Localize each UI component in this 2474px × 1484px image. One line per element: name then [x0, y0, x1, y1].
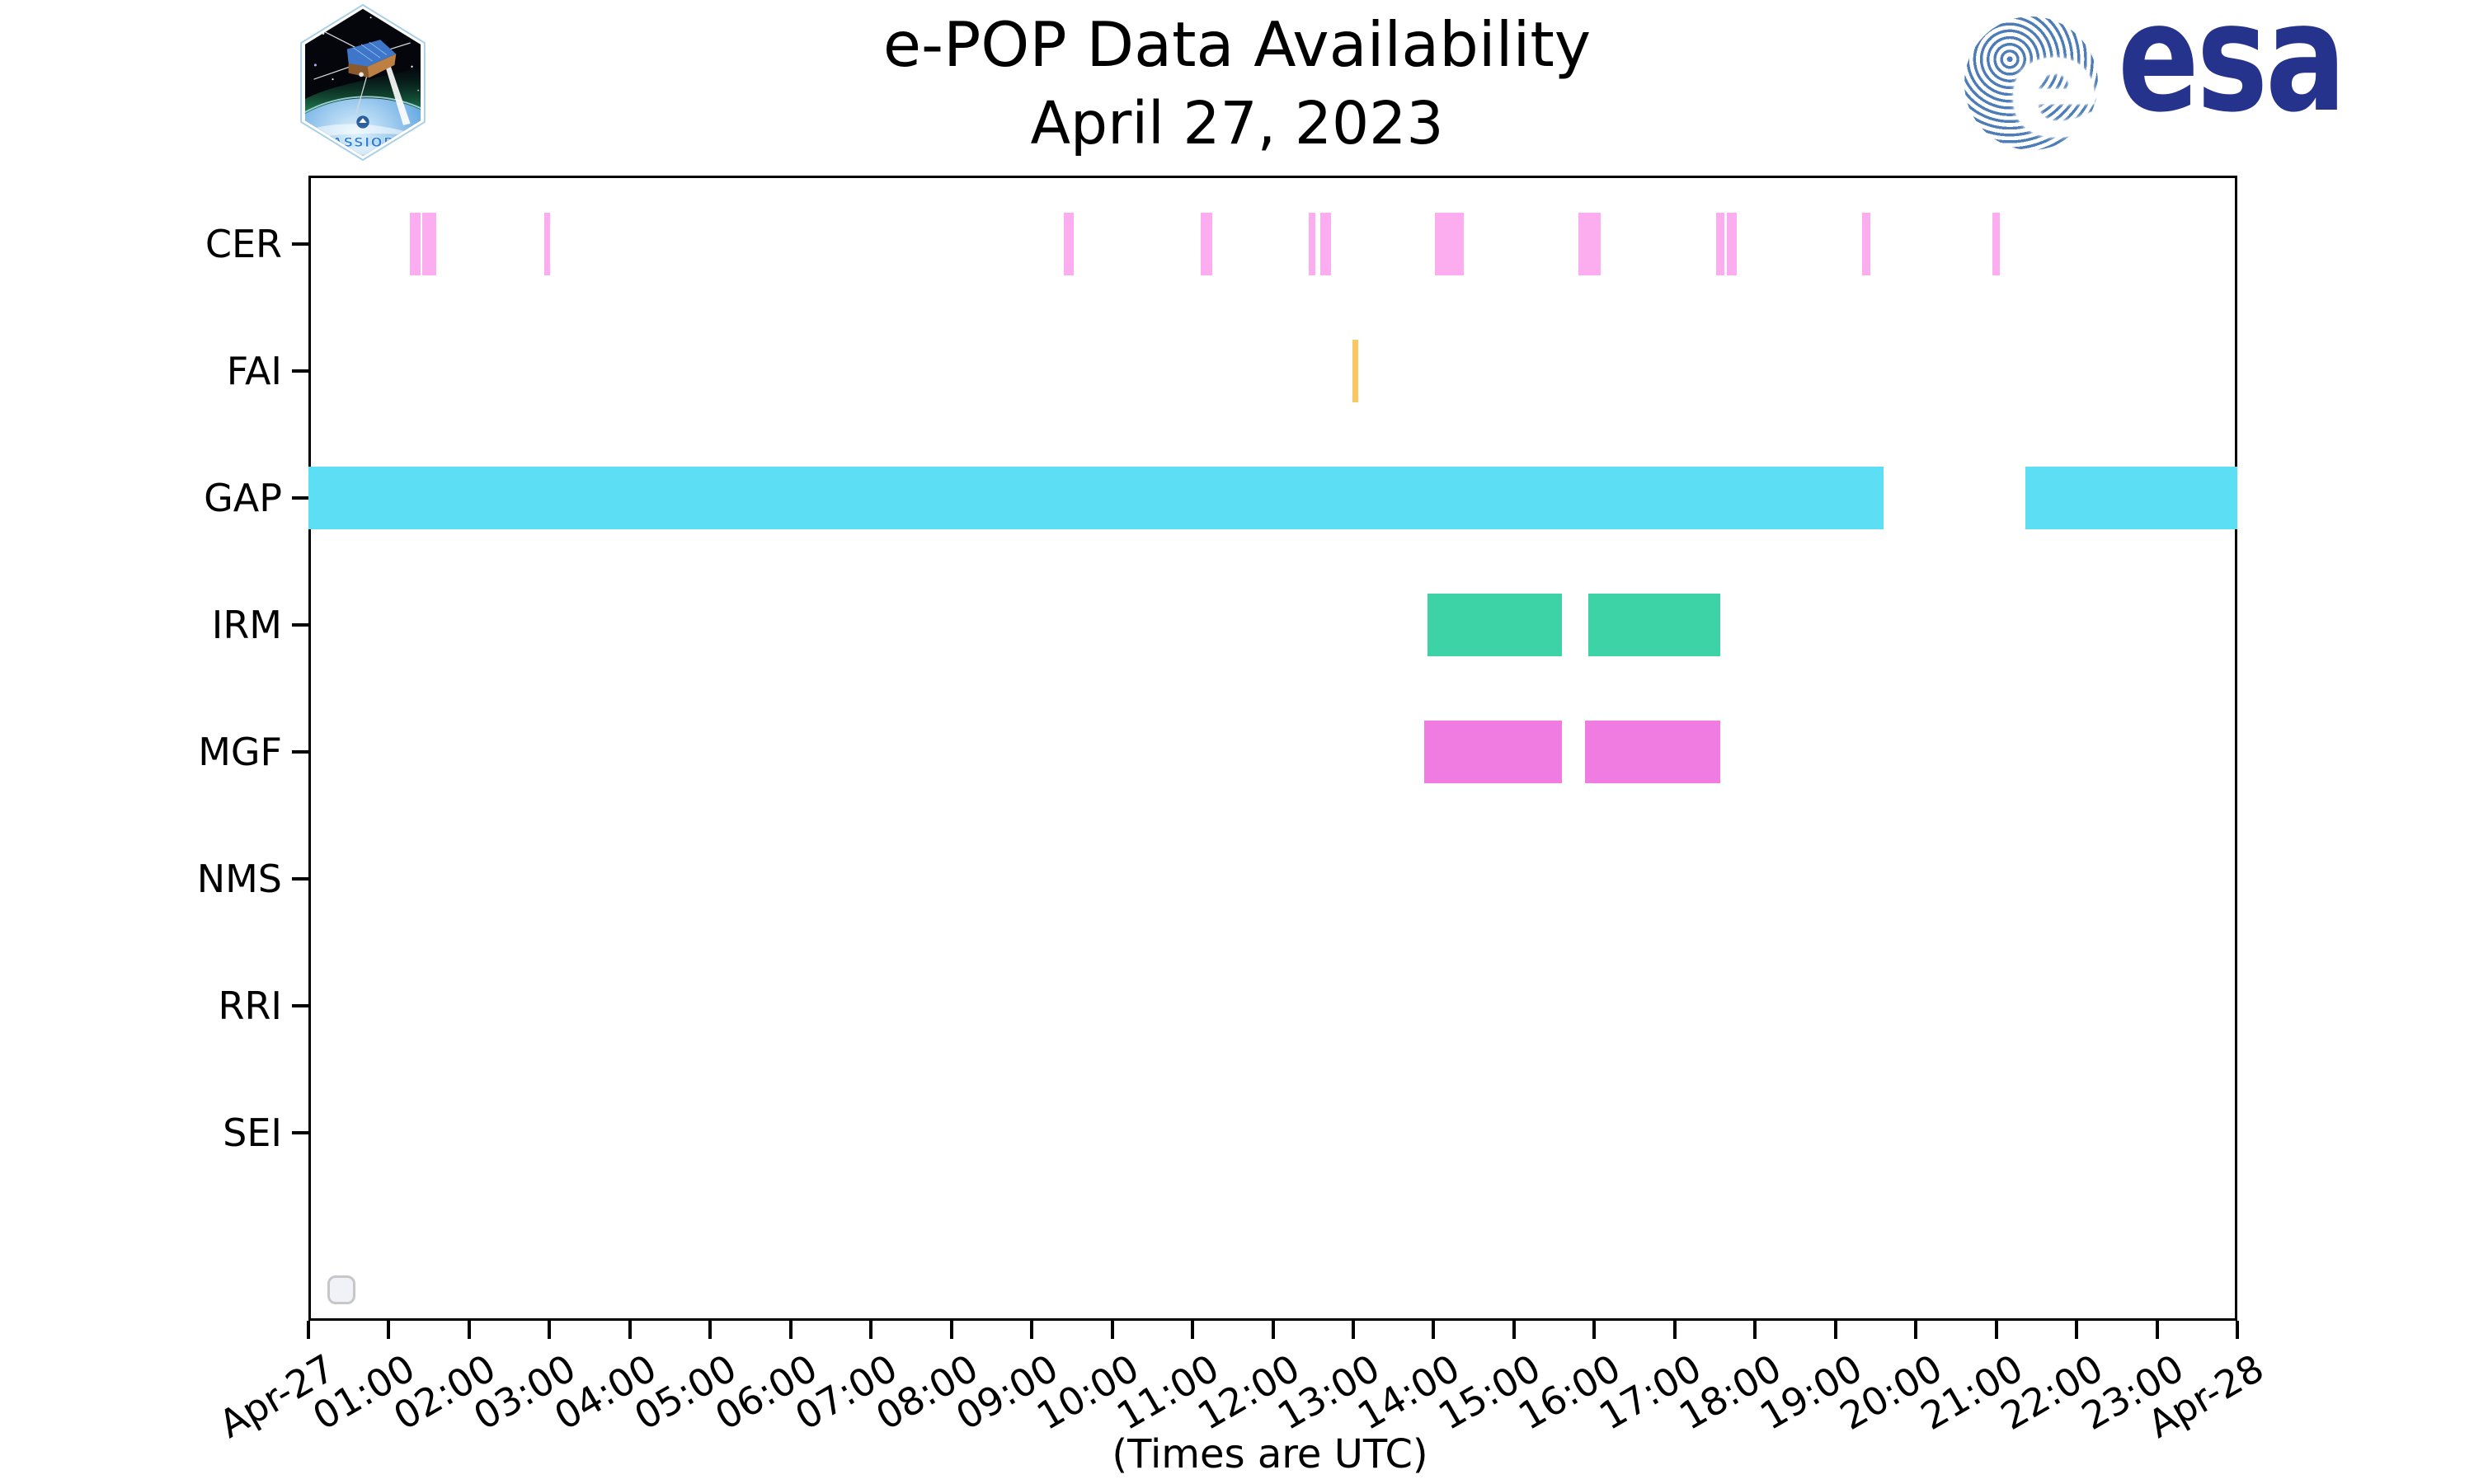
availability-bar-cer — [1578, 213, 1602, 275]
y-label-mgf: MGF — [198, 730, 282, 774]
y-tick-sei — [292, 1131, 308, 1134]
availability-bar-fai — [1352, 340, 1358, 402]
x-tick — [307, 1321, 310, 1339]
availability-bar-cer — [1200, 213, 1213, 275]
x-tick — [1030, 1321, 1034, 1339]
patch-beam — [383, 60, 411, 125]
x-tick — [1191, 1321, 1195, 1339]
esa-wordmark: esa — [2118, 0, 2346, 145]
availability-bar-cer — [1320, 213, 1331, 275]
x-axis-caption: (Times are UTC) — [1112, 1431, 1428, 1477]
plot-frame — [308, 176, 2237, 1321]
x-tick — [628, 1321, 632, 1339]
availability-bar-gap — [2025, 467, 2237, 529]
y-label-irm: IRM — [211, 603, 282, 647]
availability-bar-cer — [543, 213, 551, 275]
x-tick — [1592, 1321, 1597, 1339]
availability-bar-cer — [422, 213, 436, 275]
y-tick-irm — [292, 623, 308, 627]
x-tick — [949, 1321, 953, 1339]
availability-bar-mgf — [1423, 721, 1563, 783]
availability-bar-irm — [1587, 594, 1721, 656]
x-tick — [1512, 1321, 1516, 1339]
x-tick — [1914, 1321, 1918, 1339]
x-tick — [708, 1321, 713, 1339]
patch-satellite-booms — [313, 30, 411, 113]
x-tick — [1271, 1321, 1275, 1339]
cassiope-mission-patch: CASSIOPE — [300, 3, 426, 162]
x-tick — [2155, 1321, 2159, 1339]
availability-bar-cer — [1309, 213, 1316, 275]
y-label-sei: SEI — [223, 1111, 282, 1155]
y-tick-cer — [292, 242, 308, 246]
availability-bar-cer — [1727, 213, 1737, 275]
empty-legend-box — [327, 1275, 355, 1304]
y-tick-fai — [292, 369, 308, 373]
x-tick — [467, 1321, 471, 1339]
esa-emblem-e-letter: e — [2007, 7, 2101, 168]
availability-bar-gap — [308, 467, 1884, 529]
x-tick — [1833, 1321, 1837, 1339]
y-label-rri: RRI — [218, 984, 283, 1028]
chart-title-line1: e-POP Data Availability — [882, 8, 1592, 81]
x-tick — [869, 1321, 873, 1339]
y-label-cer: CER — [205, 222, 282, 266]
y-tick-gap — [292, 496, 308, 500]
x-tick — [788, 1321, 793, 1339]
x-tick — [2236, 1321, 2239, 1339]
availability-bar-irm — [1427, 594, 1563, 656]
y-tick-mgf — [292, 750, 308, 754]
availability-bar-cer — [1064, 213, 1074, 275]
x-tick — [1753, 1321, 1757, 1339]
x-tick — [387, 1321, 391, 1339]
availability-bar-cer — [1435, 213, 1465, 275]
y-label-fai: FAI — [226, 349, 282, 393]
x-tick — [1432, 1321, 1436, 1339]
patch-clouds — [307, 124, 421, 140]
x-tick — [1994, 1321, 1998, 1339]
esa-logo: e esa — [1964, 0, 2426, 158]
availability-bar-cer — [1716, 213, 1725, 275]
availability-bar-cer — [1992, 213, 2000, 275]
y-label-gap: GAP — [204, 476, 282, 520]
x-tick — [1110, 1321, 1114, 1339]
y-tick-rri — [292, 1004, 308, 1007]
chart-title-date: April 27, 2023 — [1030, 88, 1444, 157]
y-label-nms: NMS — [196, 857, 282, 901]
availability-bar-cer — [1861, 213, 1870, 275]
x-tick — [2075, 1321, 2079, 1339]
x-tick — [1351, 1321, 1355, 1339]
esa-emblem-globe: e — [1964, 16, 2101, 157]
chart-title: e-POP Data Availability April 27, 2023 — [0, 5, 2474, 162]
y-tick-nms — [292, 877, 308, 881]
x-tick — [548, 1321, 552, 1339]
availability-bar-mgf — [1584, 721, 1721, 783]
x-tick — [1672, 1321, 1677, 1339]
availability-bar-cer — [409, 213, 421, 275]
